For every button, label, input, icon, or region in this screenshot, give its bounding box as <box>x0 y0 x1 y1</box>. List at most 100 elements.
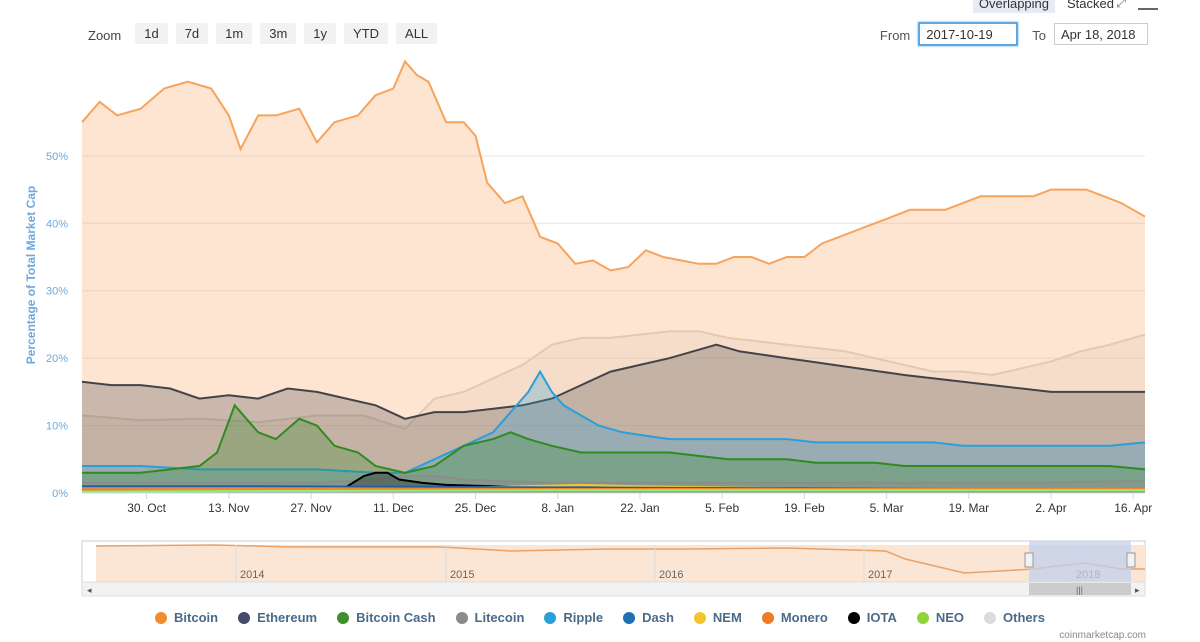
x-tick-label: 2. Apr <box>1035 501 1066 515</box>
legend-marker-icon <box>455 611 468 624</box>
legend-item-dash[interactable]: Dash <box>623 610 674 625</box>
series-line-others <box>81 330 1146 431</box>
zoom-controls: Zoom 1d 7d 1m 3m 1y YTD ALL <box>88 22 438 44</box>
legend-label: NEO <box>935 610 965 625</box>
series-line-ethereum <box>81 343 1145 420</box>
to-date-input[interactable] <box>1054 23 1148 45</box>
chart-legend: Bitcoin Ethereum Bitcoin Cash Litecoin Rippl… <box>0 610 1200 625</box>
legend-label: NEM <box>712 610 742 625</box>
legend-marker-icon <box>623 611 636 624</box>
legend-label: Dash <box>642 610 674 625</box>
scrollbar-grip-icon: ||| <box>1076 585 1083 595</box>
legend-label: Ripple <box>563 610 604 625</box>
legend-item-others[interactable]: Others <box>984 610 1045 625</box>
legend-item-ripple[interactable]: Ripple <box>544 610 603 625</box>
legend-item-neo[interactable]: NEO <box>916 610 965 625</box>
series-line-bitcoin <box>81 59 1146 272</box>
overlapping-mode-button[interactable]: Overlapping <box>972 0 1056 13</box>
x-tick-label: 11. Dec <box>373 501 413 515</box>
from-label: From <box>879 27 911 43</box>
legend-item-ethereum[interactable]: Ethereum <box>238 610 317 625</box>
display-mode-toggle: Overlapping Stacked <box>972 0 1120 13</box>
y-tick-label: 40% <box>46 218 68 230</box>
navigator: 20142015201620172018◂▸||| <box>81 540 1146 597</box>
y-tick-label: 10% <box>46 421 68 433</box>
series-area-bitcoin-cash <box>82 405 1145 493</box>
series-line-bitcoin-cash <box>82 403 1146 474</box>
series-areas <box>81 59 1146 493</box>
zoom-1m-button[interactable]: 1m <box>216 22 253 44</box>
y-axis: 0% 10% 20% 30% 40% 50% <box>46 151 68 500</box>
legend-label: Monero <box>780 610 828 625</box>
x-tick-label: 19. Feb <box>784 501 825 515</box>
legend-item-nem[interactable]: NEM <box>693 610 742 625</box>
navigator-handle[interactable] <box>1024 552 1034 568</box>
navigator-area <box>96 545 1145 582</box>
navigator-year-label: 2017 <box>868 569 892 581</box>
legend-label: IOTA <box>866 610 897 625</box>
x-tick-label: 16. Apr <box>1114 501 1152 515</box>
x-tick-label: 30. Oct <box>127 501 166 515</box>
x-tick-label: 8. Jan <box>541 501 574 515</box>
navigator-year-label: 2014 <box>240 569 264 581</box>
series-line-monero <box>82 487 1145 490</box>
series-line-neo <box>81 489 1145 493</box>
navigator-year-label: 2016 <box>659 569 683 581</box>
legend-marker-icon <box>984 611 997 624</box>
to-label: To <box>1032 27 1046 43</box>
legend-label: Bitcoin Cash <box>356 610 436 625</box>
legend-item-bitcoin-cash[interactable]: Bitcoin Cash <box>337 610 436 625</box>
legend-label: Bitcoin <box>174 610 219 625</box>
menu-icon[interactable] <box>1138 0 1158 10</box>
zoom-1d-button[interactable]: 1d <box>135 22 168 44</box>
zoom-3m-button[interactable]: 3m <box>260 22 297 44</box>
zoom-all-button[interactable]: ALL <box>396 22 438 44</box>
navigator-year-label: 2015 <box>450 569 474 581</box>
legend-item-bitcoin[interactable]: Bitcoin <box>155 610 218 625</box>
legend-marker-icon <box>238 611 251 624</box>
date-range-selector: From To <box>880 22 1148 46</box>
legend-marker-icon <box>761 611 774 624</box>
legend-item-litecoin[interactable]: Litecoin <box>455 610 525 625</box>
y-tick-label: 20% <box>46 353 68 365</box>
legend-label: Others <box>1003 610 1045 625</box>
y-tick-label: 0% <box>52 488 68 500</box>
x-tick-label: 5. Feb <box>705 501 739 515</box>
series-area-bitcoin <box>82 61 1145 493</box>
scrollbar-thumb[interactable] <box>1029 583 1131 595</box>
x-axis: 30. Oct 13. Nov 27. Nov 11. Dec 25. Dec 8. Ja… <box>82 492 1152 515</box>
x-tick-label: 27. Nov <box>290 501 331 515</box>
navigator-handle[interactable] <box>1126 552 1136 568</box>
x-tick-label: 19. Mar <box>948 501 989 515</box>
legend-marker-icon <box>916 611 929 624</box>
zoom-1y-button[interactable]: 1y <box>304 22 337 44</box>
legend-marker-icon <box>155 611 168 624</box>
scroll-right-icon[interactable]: ▸ <box>1135 585 1140 595</box>
fullscreen-icon[interactable]: ⤢ <box>1116 0 1126 10</box>
scroll-left-icon[interactable]: ◂ <box>87 585 92 595</box>
series-line-ripple <box>82 369 1146 474</box>
navigator-selection[interactable] <box>1029 541 1131 582</box>
zoom-ytd-button[interactable]: YTD <box>344 22 389 44</box>
legend-item-iota[interactable]: IOTA <box>847 610 897 625</box>
legend-marker-icon <box>544 611 557 624</box>
series-line-litecoin <box>82 475 1146 484</box>
y-axis-title: Percentage of Total Market Cap <box>24 186 38 365</box>
legend-item-monero[interactable]: Monero <box>761 610 828 625</box>
y-tick-label: 30% <box>46 286 68 298</box>
credit-text: coinmarketcap.com <box>1059 630 1146 641</box>
zoom-7d-button[interactable]: 7d <box>175 22 209 44</box>
legend-label: Litecoin <box>474 610 525 625</box>
legend-label: Ethereum <box>257 610 318 625</box>
zoom-label: Zoom <box>88 27 122 43</box>
from-date-input[interactable] <box>918 22 1019 46</box>
stacked-mode-button[interactable]: Stacked <box>1061 0 1120 13</box>
x-tick-label: 13. Nov <box>208 501 249 515</box>
series-area-ethereum <box>82 344 1145 493</box>
legend-marker-icon <box>847 611 860 624</box>
x-tick-label: 5. Mar <box>870 501 904 515</box>
navigator-scrollbar[interactable] <box>81 581 1146 597</box>
y-tick-label: 50% <box>46 151 68 163</box>
x-tick-label: 22. Jan <box>620 501 659 515</box>
